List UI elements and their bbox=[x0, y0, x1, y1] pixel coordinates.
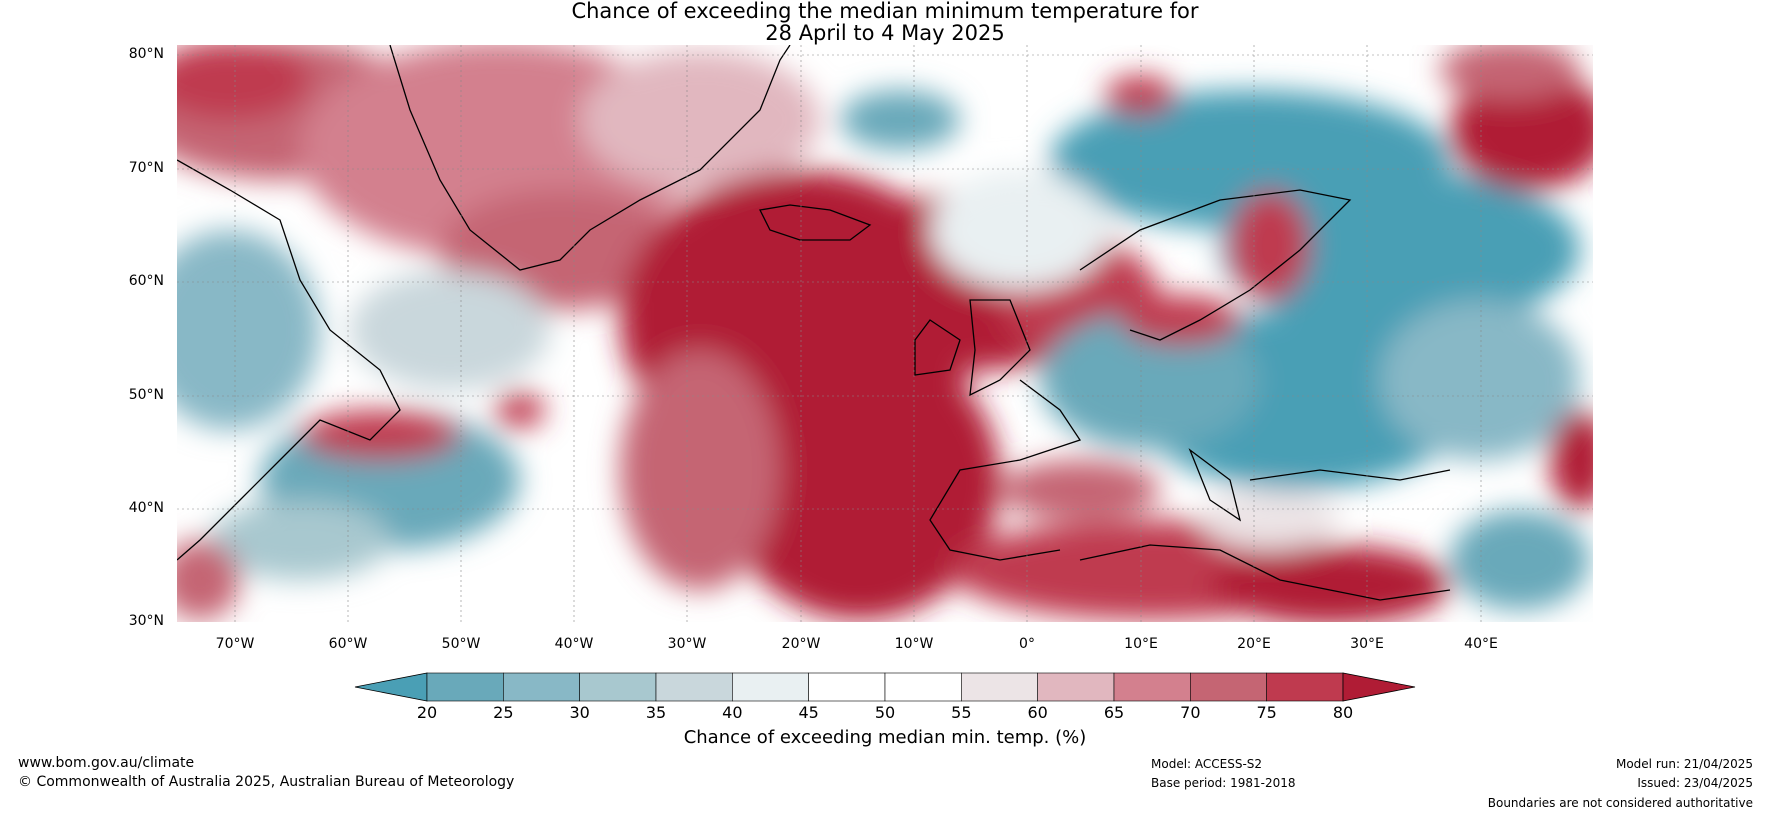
colorbar-tick-label: 45 bbox=[798, 703, 819, 722]
colorbar-segment bbox=[884, 672, 962, 702]
colorbar-label: Chance of exceeding median min. temp. (%… bbox=[683, 727, 1087, 748]
lon-label-30w: 30°W bbox=[667, 636, 707, 652]
lat-label-60n: 60°N bbox=[128, 273, 164, 289]
colorbar-segment bbox=[1266, 672, 1344, 702]
colorbar-tick-label: 55 bbox=[951, 703, 972, 722]
colorbar-tick-label: 60 bbox=[1027, 703, 1048, 722]
lat-label-30n: 30°N bbox=[128, 613, 164, 629]
footer-base-period: Base period: 1981-2018 bbox=[1151, 776, 1296, 790]
lon-label-30e: 30°E bbox=[1350, 636, 1384, 652]
lon-label-40e: 40°E bbox=[1464, 636, 1498, 652]
colorbar-segment bbox=[579, 672, 657, 702]
colorbar-tick-label: 35 bbox=[645, 703, 667, 722]
colorbar-tick-label: 30 bbox=[569, 703, 590, 722]
footer-model: Model: ACCESS-S2 bbox=[1151, 757, 1263, 771]
colorbar-segment bbox=[808, 672, 886, 702]
lon-label-60w: 60°W bbox=[328, 636, 368, 652]
colorbar-extend-high bbox=[1342, 672, 1416, 702]
colorbar-tick-label: 25 bbox=[493, 703, 514, 722]
colorbar-tick-label: 20 bbox=[416, 703, 438, 722]
lon-label-10w: 10°W bbox=[894, 636, 934, 652]
colorbar-tick-label: 75 bbox=[1256, 703, 1277, 722]
colorbar-tick-label: 50 bbox=[874, 703, 896, 722]
lon-label-70w: 70°W bbox=[215, 636, 255, 652]
colorbar-segment bbox=[426, 672, 504, 702]
lon-label-20e: 20°E bbox=[1237, 636, 1271, 652]
lat-label-70n: 70°N bbox=[128, 160, 164, 176]
lat-label-50n: 50°N bbox=[128, 387, 164, 403]
colorbar-tick-label: 65 bbox=[1103, 703, 1125, 722]
footer-copyright: © Commonwealth of Australia 2025, Austra… bbox=[18, 774, 515, 790]
colorbar-segment bbox=[1037, 672, 1115, 702]
coastlines bbox=[177, 45, 1451, 601]
colorbar-segment bbox=[732, 672, 809, 702]
map-title-line2: 28 April to 4 May 2025 bbox=[765, 21, 1005, 45]
colorbar-segment bbox=[961, 672, 1038, 702]
colorbar-segment bbox=[655, 672, 733, 702]
lon-label-20w: 20°W bbox=[781, 636, 821, 652]
colorbar-tick-label: 80 bbox=[1332, 703, 1354, 722]
footer-model-run: Model run: 21/04/2025 bbox=[1615, 757, 1753, 771]
footer-website: www.bom.gov.au/climate bbox=[18, 755, 195, 771]
colorbar-extend-low bbox=[354, 672, 428, 702]
footer-issued: Issued: 23/04/2025 bbox=[1637, 776, 1753, 790]
lon-label-10e: 10°E bbox=[1124, 636, 1158, 652]
map-title-line1: Chance of exceeding the median minimum t… bbox=[571, 0, 1199, 23]
lat-label-40n: 40°N bbox=[128, 500, 164, 516]
lon-label-0: 0° bbox=[1019, 636, 1035, 652]
lon-label-40w: 40°W bbox=[554, 636, 594, 652]
colorbar-segment bbox=[1190, 672, 1267, 702]
colorbar-segment bbox=[1113, 672, 1191, 702]
map-field bbox=[177, 45, 1593, 622]
footer-disclaimer: Boundaries are not considered authoritat… bbox=[1487, 796, 1753, 810]
colorbar-tick-label: 40 bbox=[722, 703, 743, 722]
graticule bbox=[177, 45, 1593, 622]
colorbar-segment bbox=[503, 672, 580, 702]
colorbar-tick-label: 70 bbox=[1180, 703, 1201, 722]
lon-label-50w: 50°W bbox=[441, 636, 481, 652]
lat-label-80n: 80°N bbox=[128, 46, 164, 62]
